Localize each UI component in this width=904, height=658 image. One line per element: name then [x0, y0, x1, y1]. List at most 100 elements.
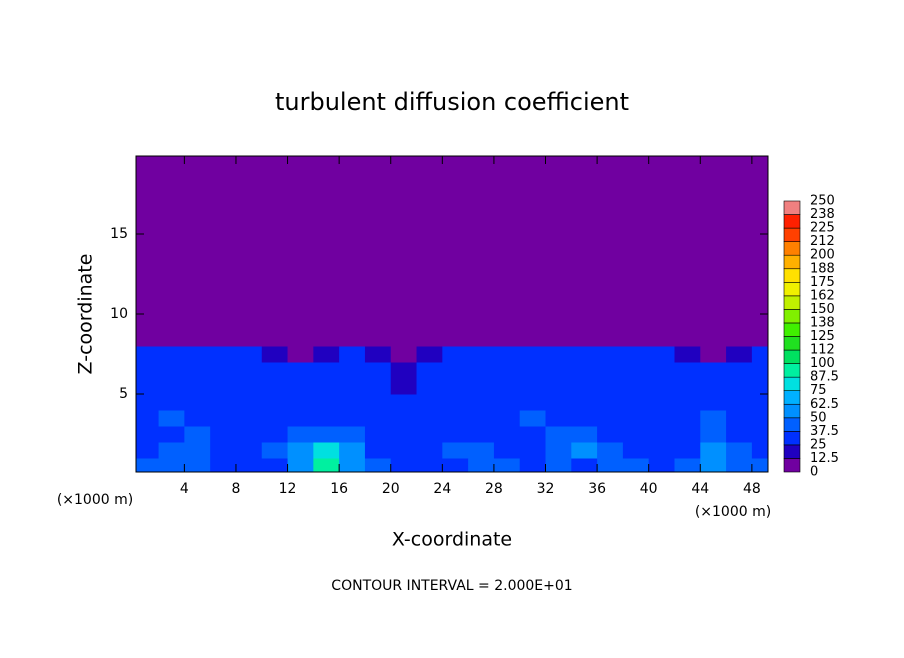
- heat-cell: [571, 426, 598, 443]
- heat-cell: [390, 394, 418, 411]
- heat-cell: [648, 378, 675, 395]
- heat-cell: [442, 394, 469, 411]
- colorbar-swatch: [783, 281, 801, 297]
- heat-cell: [210, 362, 237, 379]
- heat-cell: [597, 458, 624, 472]
- heat-cell: [442, 410, 469, 427]
- heat-cell: [210, 378, 237, 395]
- colorbar-swatch: [783, 336, 801, 351]
- colorbar-swatch: [783, 254, 801, 270]
- heat-cell: [339, 410, 366, 427]
- heat-cell: [287, 330, 314, 347]
- heat-cell: [158, 426, 185, 443]
- heat-cell: [416, 330, 443, 347]
- heat-cell: [210, 394, 237, 411]
- heat-cell: [261, 346, 289, 363]
- heat-cell: [158, 362, 185, 379]
- heat-cell: [571, 410, 598, 427]
- colorbar-label: 225: [810, 221, 835, 236]
- colorbar-label: 200: [810, 248, 835, 263]
- heat-cell: [468, 394, 495, 411]
- heat-cell: [726, 458, 753, 472]
- heat-cell: [545, 410, 572, 427]
- colorbar-swatch: [783, 390, 801, 405]
- x-tick-label: 8: [231, 481, 240, 497]
- heat-cell: [700, 378, 727, 395]
- heat-cell: [442, 458, 469, 472]
- heat-cell: [416, 442, 443, 459]
- heat-cell: [622, 330, 650, 347]
- colorbar-label: 212: [810, 234, 835, 249]
- heat-cell: [287, 442, 314, 459]
- colorbar-swatch: [783, 417, 801, 432]
- heat-cell: [210, 442, 237, 459]
- heat-cell: [751, 442, 768, 459]
- heat-cell: [136, 458, 160, 472]
- heat-cell: [648, 346, 675, 363]
- heat-cell: [674, 362, 701, 379]
- x-tick-label: 36: [588, 481, 606, 497]
- x-tick-label: 16: [330, 481, 348, 497]
- heat-cell: [313, 442, 340, 459]
- x-axis-label: X-coordinate: [392, 529, 512, 551]
- heat-cell: [597, 330, 624, 347]
- heat-cell: [648, 394, 675, 411]
- heat-cell: [493, 330, 521, 347]
- heat-cell: [261, 426, 289, 443]
- heat-cell: [364, 378, 392, 395]
- heat-cell: [519, 330, 547, 347]
- heat-cell: [545, 362, 572, 379]
- heat-cell: [261, 330, 289, 347]
- colorbar-label: 37.5: [810, 424, 839, 439]
- heat-cell: [493, 378, 521, 395]
- heat-cell: [339, 426, 366, 443]
- heat-cell: [674, 378, 701, 395]
- heat-cell: [597, 442, 624, 459]
- heat-cell: [210, 346, 237, 363]
- heat-cell: [751, 378, 768, 395]
- heat-cell: [261, 362, 289, 379]
- heat-cell: [622, 378, 650, 395]
- heat-cell: [468, 362, 495, 379]
- heat-cell: [364, 330, 392, 347]
- heat-cell: [571, 362, 598, 379]
- colorbar-swatch: [783, 227, 801, 242]
- heat-cell: [493, 442, 521, 459]
- heat-cell: [674, 410, 701, 427]
- heat-cell: [674, 442, 701, 459]
- heat-cell: [519, 346, 547, 363]
- heat-cell: [313, 330, 340, 347]
- heat-cell: [571, 394, 598, 411]
- heat-cell: [313, 346, 340, 363]
- heat-cell: [545, 426, 572, 443]
- heat-cell: [622, 394, 650, 411]
- heat-cell: [597, 426, 624, 443]
- heat-cell: [700, 330, 727, 347]
- heat-cell: [545, 346, 572, 363]
- heat-cell: [726, 378, 753, 395]
- heat-cell: [519, 394, 547, 411]
- heat-cell: [468, 426, 495, 443]
- heat-cell: [493, 410, 521, 427]
- heat-cell: [261, 410, 289, 427]
- chart-title: turbulent diffusion coefficient: [275, 88, 629, 116]
- heat-cell: [648, 362, 675, 379]
- heat-cell: [442, 442, 469, 459]
- heat-cell: [158, 330, 185, 347]
- heat-cell: [390, 426, 418, 443]
- heat-cell: [751, 394, 768, 411]
- heat-cell: [210, 410, 237, 427]
- colorbar-swatch: [783, 268, 801, 283]
- heat-cell: [235, 346, 263, 363]
- heat-cell: [235, 410, 263, 427]
- x-tick-label: 24: [433, 481, 451, 497]
- heat-cell: [235, 442, 263, 459]
- heat-cell: [339, 378, 366, 395]
- heat-cell: [674, 394, 701, 411]
- heat-cell: [416, 410, 443, 427]
- heat-cell: [287, 394, 314, 411]
- heat-cell: [364, 346, 392, 363]
- y-tick-label: 5: [119, 386, 128, 402]
- heat-cell: [287, 346, 314, 363]
- heat-cell: [313, 410, 340, 427]
